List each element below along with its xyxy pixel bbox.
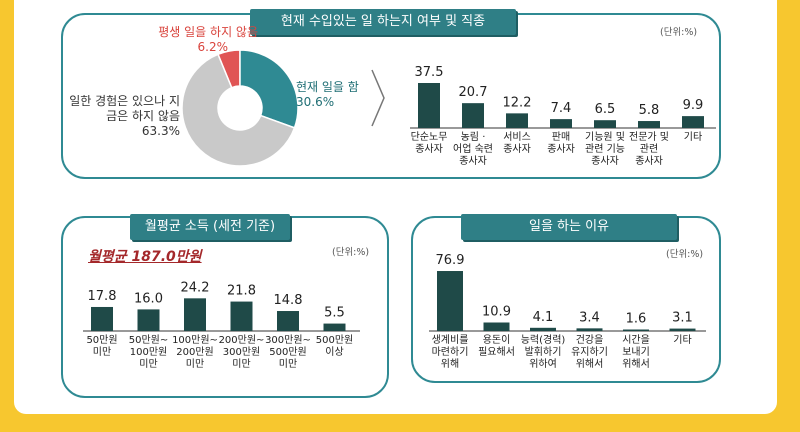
- income-bar-5: [323, 323, 346, 331]
- reason-category-4: 시간을 보내기 위해서: [622, 335, 650, 370]
- reason-value-1: 10.9: [482, 304, 511, 319]
- employment-unit: (단위:%): [660, 27, 698, 38]
- donut-label-working-text: 현재 일을 함: [296, 80, 359, 94]
- reason-bar-2: [530, 327, 556, 331]
- reason-value-5: 3.1: [672, 311, 693, 326]
- reason-bar-3: [576, 328, 603, 331]
- income-bar-1: [137, 309, 160, 331]
- job-value-2: 12.2: [503, 95, 532, 110]
- donut-label-past-worked-value: 63.3%: [141, 124, 180, 138]
- income-category-2: 100만원~ 200만원 미만: [172, 335, 218, 370]
- reason-bar-4: [623, 329, 649, 331]
- job-value-0: 37.5: [415, 65, 444, 80]
- donut-label-never-worked: 평생 일을 하지 않음 6.2%: [118, 25, 258, 55]
- reason-panel-title: 일을 하는 이유: [461, 214, 677, 240]
- job-value-4: 6.5: [595, 102, 616, 117]
- income-category-1: 50만원~ 100만원 미만: [128, 335, 169, 370]
- donut-label-never-worked-text: 평생 일을 하지 않음: [158, 25, 258, 39]
- job-bar-5: [638, 121, 660, 128]
- income-value-4: 14.8: [274, 293, 303, 308]
- job-value-1: 20.7: [459, 85, 488, 100]
- job-category-3: 판매 종사자: [547, 132, 575, 155]
- reason-value-3: 3.4: [579, 310, 600, 325]
- donut-label-past-worked-text: 일한 경험은 있으나 지금은 하지 않음: [69, 94, 180, 123]
- donut-slice-0: [239, 49, 299, 129]
- reason-bar-5: [669, 328, 696, 331]
- job-value-5: 5.8: [639, 103, 660, 118]
- reason-bar-1: [483, 322, 510, 331]
- income-value-5: 5.5: [324, 306, 345, 321]
- reason-category-5: 기타: [673, 335, 692, 346]
- donut-label-working: 현재 일을 함 30.6%: [296, 80, 386, 110]
- reason-bar-0: [437, 271, 463, 331]
- reason-category-2: 능력(경력) 발휘하기 위하여: [520, 335, 566, 370]
- income-category-4: 300만원~ 500만원 미만: [265, 335, 311, 370]
- income-value-0: 17.8: [88, 289, 117, 304]
- income-value-1: 16.0: [134, 291, 163, 306]
- job-category-5: 전문가 및 관련 종사자: [629, 132, 669, 167]
- job-bar-3: [550, 119, 572, 128]
- income-bar-4: [277, 311, 299, 331]
- income-unit: (단위:%): [332, 247, 370, 258]
- job-bar-4: [594, 120, 616, 128]
- income-value-2: 24.2: [181, 280, 210, 295]
- donut-label-working-value: 30.6%: [296, 95, 335, 109]
- donut-label-past-worked: 일한 경험은 있으나 지금은 하지 않음 63.3%: [68, 94, 180, 139]
- job-value-3: 7.4: [551, 101, 572, 116]
- job-category-2: 서비스 종사자: [503, 132, 531, 155]
- employment-panel: [61, 13, 721, 179]
- job-bar-6: [682, 116, 704, 128]
- income-bar-2: [184, 298, 206, 331]
- income-average: 월평균 187.0만원: [88, 249, 202, 265]
- job-category-6: 기타: [683, 132, 703, 143]
- income-category-5: 500만원 이상: [315, 335, 354, 358]
- income-bar-0: [91, 306, 113, 331]
- job-category-0: 단순노무 종사자: [410, 132, 448, 155]
- income-category-0: 50만원 미만: [86, 335, 118, 358]
- income-panel-title: 월평균 소득 (세전 기준): [130, 214, 290, 240]
- donut-label-never-worked-value: 6.2%: [197, 40, 229, 54]
- employment-panel-title: 현재 수입있는 일 하는지 여부 및 직종: [250, 9, 516, 35]
- income-category-3: 200만원~ 300만원 미만: [218, 335, 265, 370]
- job-value-6: 9.9: [683, 98, 704, 113]
- job-category-4: 기능원 및 관련 기능 종사자: [585, 132, 625, 167]
- reason-category-0: 생계비를 마련하기 위해: [431, 335, 469, 370]
- income-panel: [61, 216, 389, 398]
- reason-category-3: 건강을 유지하기 위해서: [571, 335, 608, 370]
- reason-value-4: 1.6: [626, 312, 647, 327]
- reason-value-0: 76.9: [436, 253, 465, 268]
- reason-value-2: 4.1: [533, 310, 554, 325]
- chevron-right-icon: [371, 69, 385, 127]
- job-bar-2: [506, 113, 528, 128]
- job-bar-1: [462, 103, 484, 128]
- job-category-1: 농림 · 어업 숙련 종사자: [453, 132, 493, 167]
- income-bar-3: [230, 301, 253, 331]
- income-value-3: 21.8: [227, 284, 256, 299]
- job-bar-0: [418, 83, 440, 128]
- reason-category-1: 용돈이 필요해서: [478, 335, 515, 358]
- donut-slice-1: [181, 53, 296, 167]
- reason-unit: (단위:%): [666, 249, 704, 260]
